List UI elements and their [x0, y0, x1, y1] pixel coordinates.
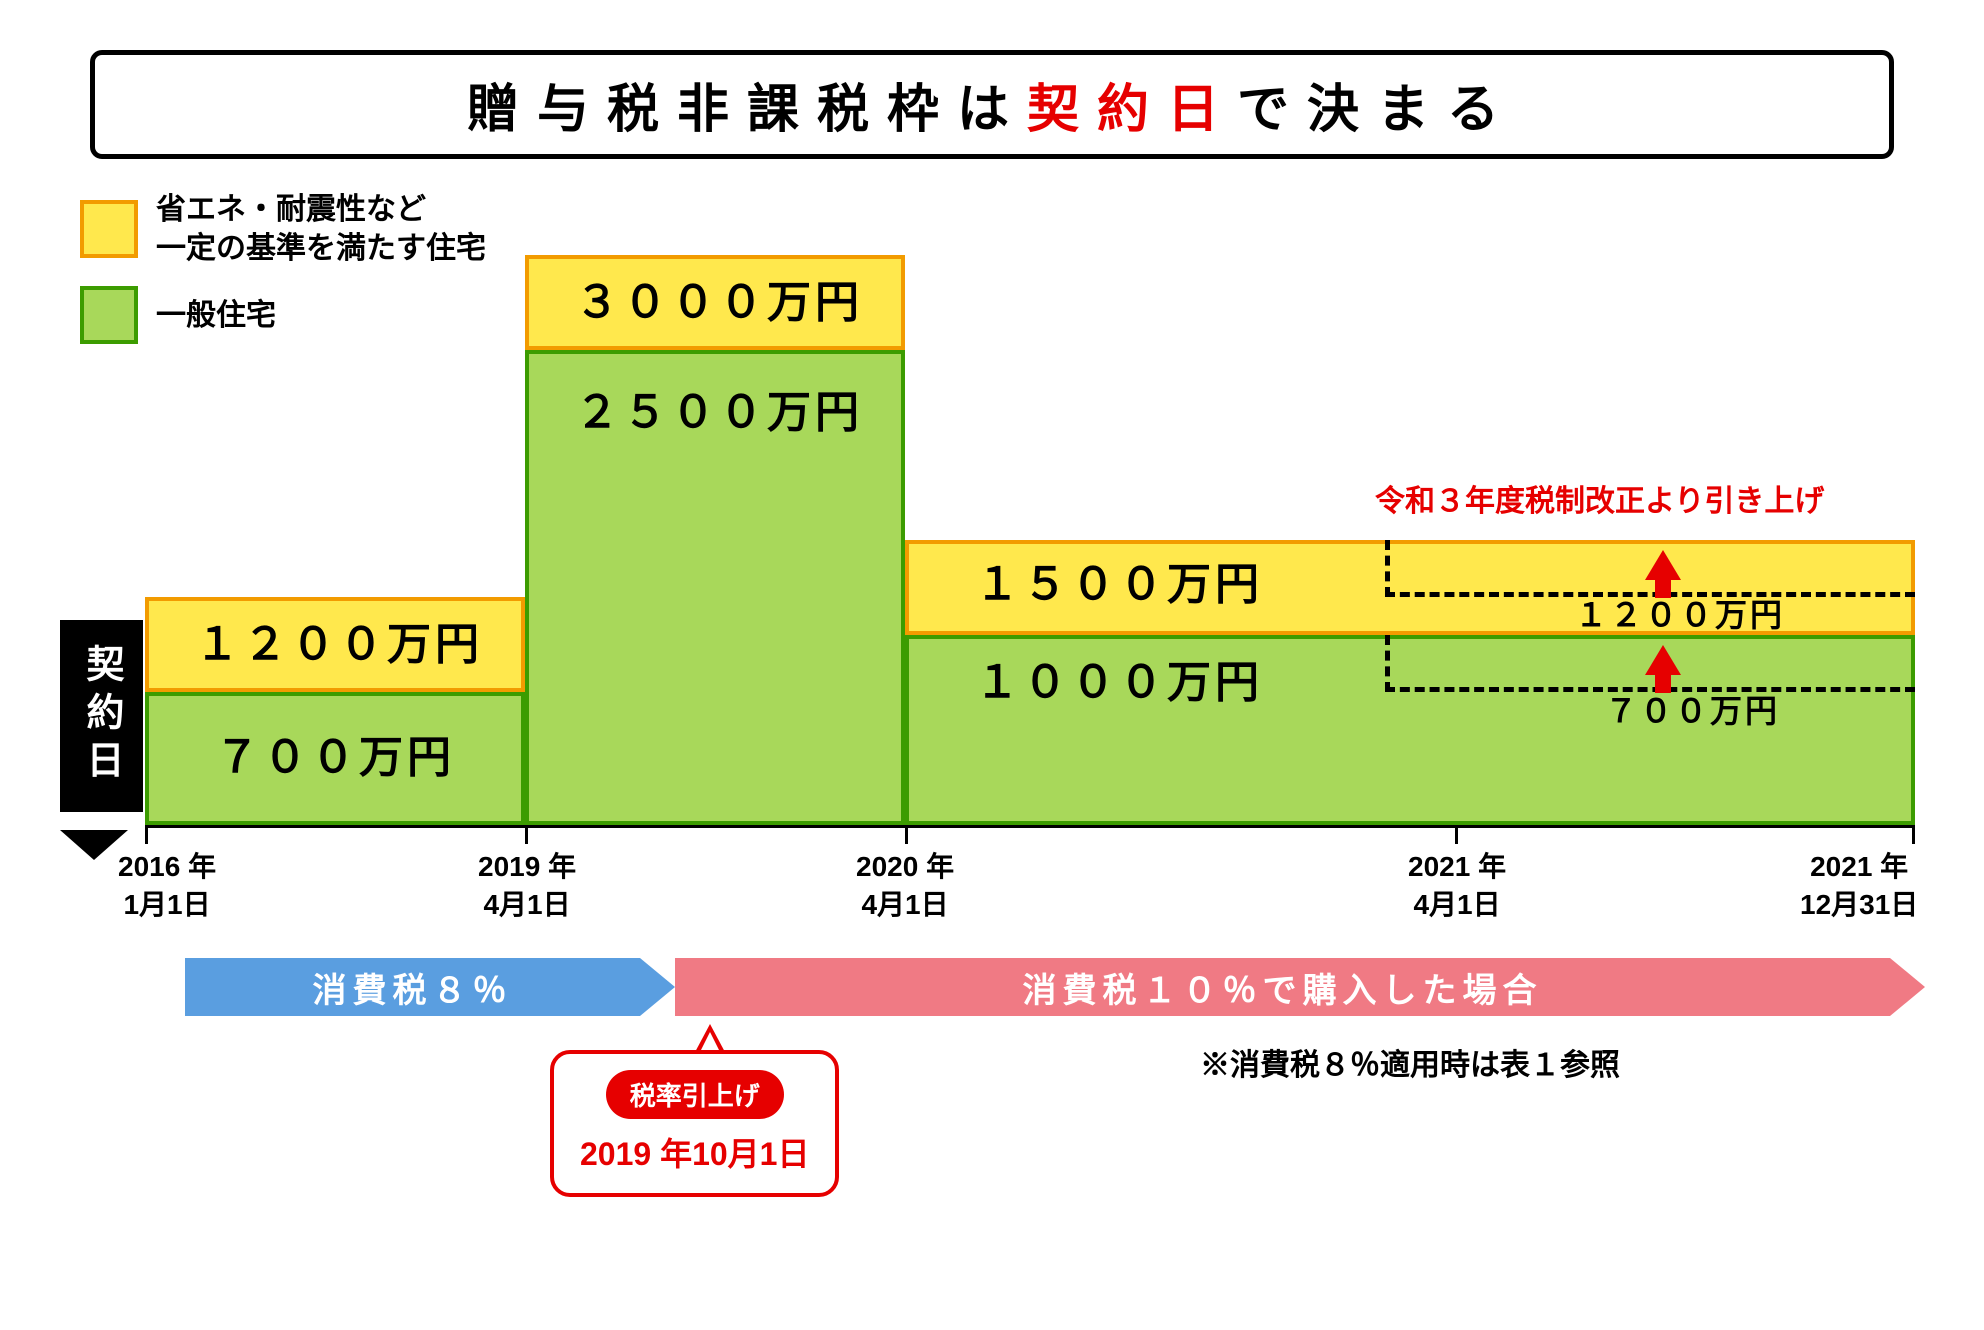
label-seg0-green: ７００万円: [215, 721, 455, 785]
old-label-green: ７００万円: [1605, 686, 1780, 732]
date-label-2: 2020 年4月1日: [856, 848, 954, 924]
tick-1: [525, 826, 528, 844]
revision-note: 令和３年度税制改正より引き上げ: [1375, 476, 1824, 520]
tax-arrow-blue-label: 消費税８％: [185, 958, 640, 1016]
legend-swatch-yellow: [80, 200, 138, 258]
date-label-4: 2021 年12月31日: [1800, 848, 1918, 924]
label-seg23-green: １０００万円: [975, 646, 1263, 710]
arrow-up-stem: [1655, 576, 1671, 598]
tax-rate-callout: 税率引上げ 2019 年10月1日: [550, 1050, 839, 1197]
tax-arrow-pink-label: 消費税１０％で購入した場合: [675, 958, 1890, 1016]
label-seg0-yellow: １２００万円: [195, 608, 483, 672]
tick-3: [1455, 826, 1458, 844]
title-before: 贈与税非課税枠は: [467, 81, 1027, 139]
label-seg1-yellow: ３０００万円: [575, 266, 863, 330]
old-label-yellow: １２００万円: [1575, 590, 1785, 636]
chevron-right-icon-2: [1890, 958, 1925, 1016]
dash-old-yellow-right: [1385, 540, 1390, 597]
tick-0: [145, 826, 148, 844]
label-seg23-yellow: １５００万円: [975, 548, 1263, 612]
date-label-3: 2021 年4月1日: [1408, 848, 1506, 924]
chart-area: １２００万円 ７００万円 ３０００万円 ２５００万円 １５００万円 １０００万円…: [145, 200, 1915, 840]
chevron-right-icon: [640, 958, 675, 1016]
tax-arrow-blue: 消費税８％: [185, 958, 675, 1016]
label-seg1-green: ２５００万円: [575, 376, 863, 440]
dash-old-green-right: [1385, 635, 1390, 692]
title-emphasis: 契約日: [1027, 81, 1237, 139]
tax-arrow-pink: 消費税１０％で購入した場合: [675, 958, 1925, 1016]
x-axis-baseline: [145, 825, 1915, 828]
tick-2: [905, 826, 908, 844]
callout-pill: 税率引上げ: [606, 1070, 784, 1119]
date-label-0: 2016 年1月1日: [118, 848, 216, 924]
footnote: ※消費税８％適用時は表１参照: [1200, 1040, 1620, 1084]
callout-date: 2019 年10月1日: [580, 1129, 809, 1175]
y-axis-label: 契約日: [60, 620, 143, 812]
date-label-1: 2019 年4月1日: [478, 848, 576, 924]
arrow-up-stem-2: [1655, 671, 1671, 693]
tick-4: [1912, 826, 1915, 844]
legend-swatch-green: [80, 286, 138, 344]
title-after: で決まる: [1237, 81, 1517, 139]
title-box: 贈与税非課税枠は契約日で決まる: [90, 50, 1894, 159]
title-text: 贈与税非課税枠は契約日で決まる: [467, 81, 1517, 139]
